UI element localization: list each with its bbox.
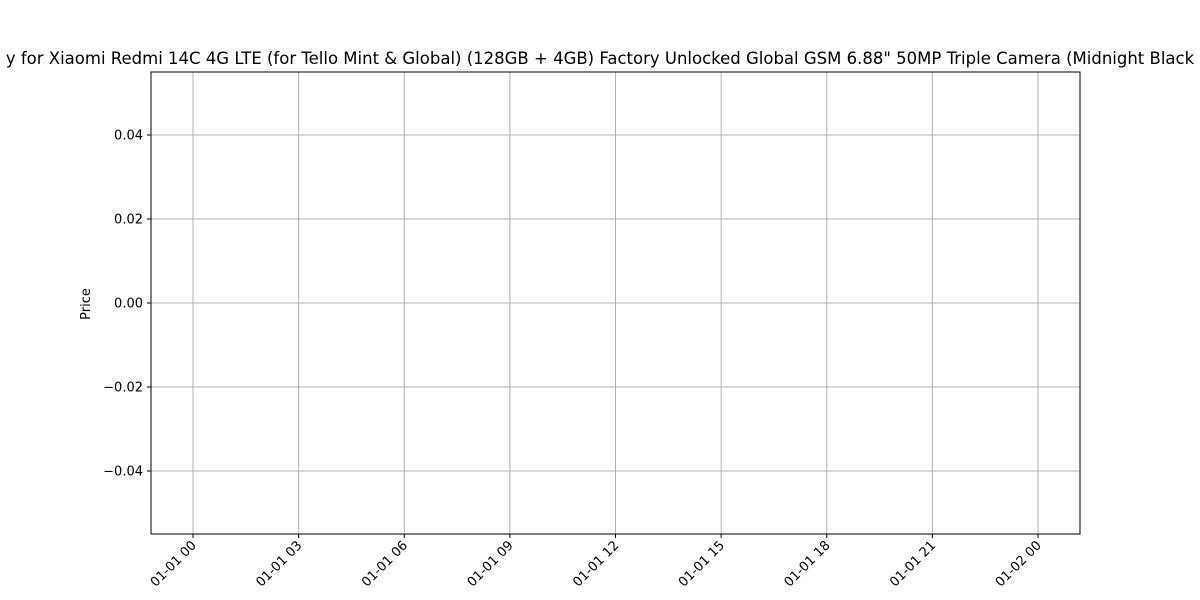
y-axis: 0.04 0.02 0.00 −0.02 −0.04 [103, 129, 151, 480]
chart-title: y for Xiaomi Redmi 14C 4G LTE (for Tello… [6, 49, 1195, 68]
y-tick-label: −0.04 [103, 465, 143, 480]
x-tick-label: 01-01 18 [782, 538, 834, 590]
x-tick-label: 01-01 21 [887, 538, 939, 590]
y-tick-label: 0.00 [114, 297, 143, 312]
x-axis: 01-01 00 01-01 03 01-01 06 01-01 09 01-01 12… [148, 534, 1045, 590]
x-tick-label: 01-01 15 [676, 538, 728, 590]
x-tick-label: 01-01 09 [465, 538, 517, 590]
x-tick-label: 01-02 00 [993, 538, 1045, 590]
y-tick-label: 0.02 [114, 213, 143, 228]
y-tick-label: 0.04 [114, 129, 143, 144]
grid [151, 72, 1080, 534]
x-tick-label: 01-01 03 [254, 538, 306, 590]
x-tick-label: 01-01 00 [148, 538, 200, 590]
x-tick-label: 01-01 12 [570, 538, 622, 590]
y-tick-label: −0.02 [103, 381, 143, 396]
y-axis-label: Price [79, 288, 94, 320]
x-tick-label: 01-01 06 [359, 538, 411, 590]
